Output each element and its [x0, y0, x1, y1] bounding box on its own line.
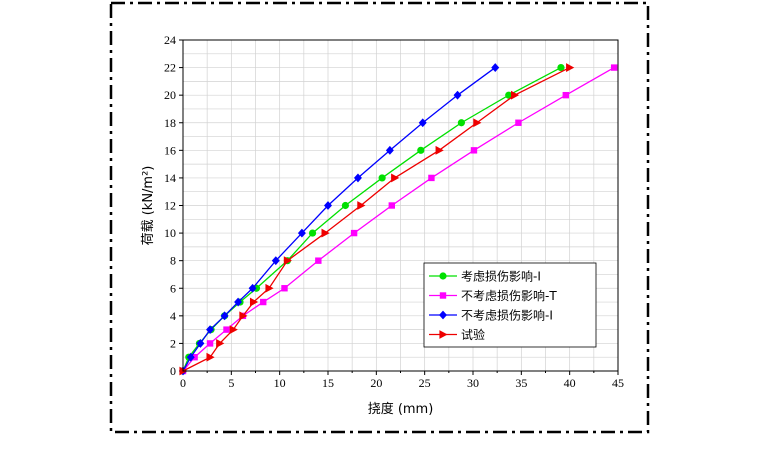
data-point-triangle-right: [229, 325, 238, 335]
data-point-triangle-right: [265, 283, 274, 293]
y-tick-label: 24: [164, 33, 176, 47]
data-point-triangle-right: [239, 311, 248, 321]
data-point-diamond: [385, 145, 394, 155]
data-point-diamond: [220, 311, 229, 321]
data-point-circle: [308, 229, 317, 237]
y-tick-label: 18: [164, 116, 176, 130]
x-axis-label: 挠度 (mm): [368, 401, 434, 417]
x-tick-label: 45: [612, 376, 624, 390]
x-tick-label: 30: [467, 376, 479, 390]
data-point-triangle-right: [206, 352, 215, 362]
data-point-triangle-right: [391, 173, 400, 183]
data-point-square: [562, 91, 569, 99]
y-tick-label: 6: [170, 281, 176, 295]
x-tick-label: 40: [564, 376, 576, 390]
x-tick-label: 35: [515, 376, 527, 390]
legend-label: 考虑损伤影响-I: [461, 269, 541, 284]
data-point-triangle-right: [249, 297, 259, 307]
legend-label: 不考虑损伤影响-T: [461, 288, 557, 303]
data-point-diamond: [491, 63, 500, 72]
data-point-square: [206, 340, 214, 347]
data-point-square: [388, 202, 395, 209]
legend-label: 试验: [461, 327, 485, 342]
data-point-triangle-right: [510, 90, 520, 100]
y-tick-label: 22: [164, 61, 176, 75]
data-point-circle: [417, 146, 425, 154]
legend-item: 不考虑损伤影响-T: [429, 288, 557, 303]
y-tick-label: 0: [170, 364, 176, 378]
data-point-diamond: [353, 173, 362, 183]
legend: 考虑损伤影响-I 不考虑损伤影响-T 不考虑损伤影响-I 试验: [423, 262, 597, 348]
x-tick-label: 15: [322, 376, 334, 390]
x-tick-label: 5: [228, 376, 234, 390]
legend-box: [423, 262, 597, 348]
data-point-triangle-right: [321, 228, 330, 238]
data-point-diamond: [453, 90, 462, 100]
data-point-diamond: [196, 339, 205, 348]
series-4: [179, 63, 575, 376]
y-tick-label: 20: [164, 88, 176, 102]
data-point-square: [470, 147, 478, 154]
data-point-square: [281, 285, 288, 292]
data-point-square: [350, 229, 358, 237]
x-tick-label: 25: [419, 376, 431, 390]
data-point-diamond: [248, 283, 257, 293]
y-tick-label: 16: [164, 143, 176, 157]
legend-item: 不考虑损伤影响-I: [429, 308, 553, 323]
y-tick-label: 14: [164, 171, 176, 185]
data-point-triangle-right: [357, 201, 366, 210]
x-tick-label: 0: [180, 376, 186, 390]
data-point-diamond: [297, 228, 306, 238]
dashed-frame: [109, 1, 650, 434]
data-point-diamond: [418, 118, 427, 128]
data-point-circle: [378, 174, 386, 182]
data-point-circle: [341, 201, 349, 210]
legend-item: 考虑损伤影响-I: [429, 269, 541, 284]
x-tick-label: 10: [274, 376, 286, 390]
y-tick-label: 4: [170, 309, 176, 323]
data-point-triangle-right: [566, 63, 575, 72]
y-axis-label: 荷载 (kN/m²): [141, 166, 156, 246]
data-point-circle: [457, 119, 465, 127]
y-tick-label: 12: [164, 199, 176, 213]
legend-item: 试验: [429, 327, 485, 342]
data-point-diamond: [234, 297, 243, 307]
data-point-square: [428, 174, 435, 182]
data-point-triangle-right: [439, 330, 448, 339]
data-point-triangle-right: [283, 256, 292, 266]
data-point-triangle-right: [216, 339, 225, 348]
data-point-diamond: [271, 256, 280, 266]
data-point-diamond: [206, 325, 215, 335]
data-point-triangle-right: [473, 118, 482, 128]
data-point-square: [439, 292, 447, 299]
data-point-circle: [557, 63, 565, 72]
data-point-square: [260, 298, 267, 306]
data-point-triangle-right: [435, 145, 444, 155]
y-tick-label: 8: [170, 254, 176, 268]
data-point-circle: [505, 91, 513, 99]
y-tick-label: 2: [170, 336, 176, 350]
plot-area: [182, 39, 619, 372]
data-point-square: [315, 257, 322, 264]
data-point-square: [223, 326, 230, 333]
x-tick-label: 20: [370, 376, 382, 390]
data-point-square: [610, 64, 618, 71]
data-point-diamond: [439, 310, 447, 320]
data-point-diamond: [186, 352, 195, 362]
data-point-circle: [439, 272, 447, 280]
y-tick-label: 10: [164, 226, 176, 240]
legend-label: 不考虑损伤影响-I: [461, 308, 553, 323]
data-point-square: [515, 119, 522, 126]
data-point-diamond: [324, 201, 332, 210]
